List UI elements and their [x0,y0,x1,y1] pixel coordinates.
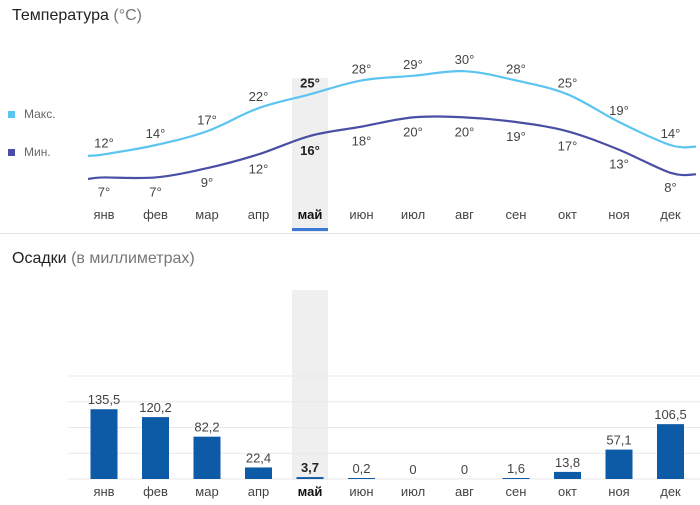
x-tick-label: мар [195,207,218,222]
data-label-min: 8° [664,180,676,195]
data-label-max: 29° [403,57,423,72]
series-line-max [87,70,697,157]
temperature-title: Температура (°C) [12,7,142,25]
x-tick-label: июл [401,207,425,222]
legend-label-min: Мин. [24,145,51,159]
x-tick-label: ноя [608,484,629,499]
x-tick-label: дек [660,484,681,499]
x-tick-label: апр [248,484,270,499]
data-label-max: 25° [300,75,320,90]
x-tick-label: окт [558,484,577,499]
x-tick-label: дек [660,207,681,222]
x-tick-label: июн [349,207,373,222]
data-label: 22,4 [246,450,271,465]
data-label-min: 7° [149,184,161,199]
x-tick-label: фев [143,207,168,222]
data-label-max: 14° [661,126,681,141]
data-label-min: 7° [98,184,110,199]
data-label-min: 20° [455,124,475,139]
legend-item-min[interactable]: Мин. [8,145,51,159]
precip-bar [502,478,530,479]
data-label-max: 30° [455,52,475,67]
data-label-max: 28° [352,61,372,76]
data-label: 120,2 [139,400,172,415]
precip-bar [245,467,272,479]
precip-bar [193,436,221,479]
precipitation-unit: (в миллиметрах) [71,250,195,267]
data-label-min: 16° [300,143,320,158]
precipitation-chart: 135,5 120,2 82,2 22,4 3,7 0,2 0 0 1,6 13,8 57,1 106… [68,290,700,499]
data-label-min: 12° [249,161,269,176]
precip-bar [348,478,375,479]
data-label-min: 13° [609,157,629,172]
data-label-min: 18° [352,134,372,149]
precip-bar [90,409,118,479]
data-label: 106,5 [654,407,687,422]
data-label-max: 22° [249,89,269,104]
x-tick-label: июл [401,484,425,499]
legend-label-max: Макс. [24,107,56,121]
data-label: 0,2 [352,461,370,476]
precip-bar [605,449,633,479]
legend-item-max[interactable]: Макс. [8,107,56,121]
temperature-chart: 12° 14° 17° 22° 25° 28° 29° 30° 28° 25° 19° 14° 7° 7°… [0,52,700,234]
temperature-unit: (°C) [113,7,142,24]
data-label: 13,8 [555,455,580,470]
temperature-title-text: Температура [12,7,109,24]
x-tick-label: янв [93,484,114,499]
precipitation-title-text: Осадки [12,250,67,267]
precipitation-title: Осадки (в миллиметрах) [12,250,195,268]
data-label-max: 25° [558,75,578,90]
data-label-min: 9° [201,175,213,190]
x-tick-label: янв [93,207,114,222]
data-label-min: 20° [403,124,423,139]
x-tick-label: фев [143,484,168,499]
data-label-max: 28° [506,61,526,76]
precip-bar [657,424,684,479]
data-label: 3,7 [301,460,319,475]
data-label: 135,5 [88,392,121,407]
x-tick-label: авг [455,207,474,222]
x-tick-label: окт [558,207,577,222]
data-label: 82,2 [194,420,219,435]
data-label: 0 [409,462,416,477]
x-tick-label: авг [455,484,474,499]
data-label: 1,6 [507,461,525,476]
x-tick-label: май [298,207,323,222]
series-line-min [87,115,697,181]
x-tick-label: сен [506,484,527,499]
x-tick-label: ноя [608,207,629,222]
legend-swatch-max-icon [8,110,15,118]
x-tick-label: апр [248,207,270,222]
data-label-max: 14° [146,126,166,141]
precip-bar [554,471,581,479]
data-label: 57,1 [606,433,631,448]
x-tick-label: июн [349,484,373,499]
selected-month-indicator [292,228,328,231]
x-tick-label: мар [195,484,218,499]
data-label-min: 19° [506,129,526,144]
x-tick-label: май [298,484,323,499]
legend-swatch-min-icon [8,148,15,156]
selected-month-band [292,290,328,480]
data-label-max: 17° [197,112,217,127]
data-label-min: 17° [558,138,578,153]
data-label: 0 [461,462,468,477]
precip-bar [296,477,324,479]
data-label-max: 19° [609,103,629,118]
precip-bar [142,417,169,479]
data-label-max: 12° [94,135,114,150]
selected-month-band [292,78,328,232]
x-tick-label: сен [506,207,527,222]
